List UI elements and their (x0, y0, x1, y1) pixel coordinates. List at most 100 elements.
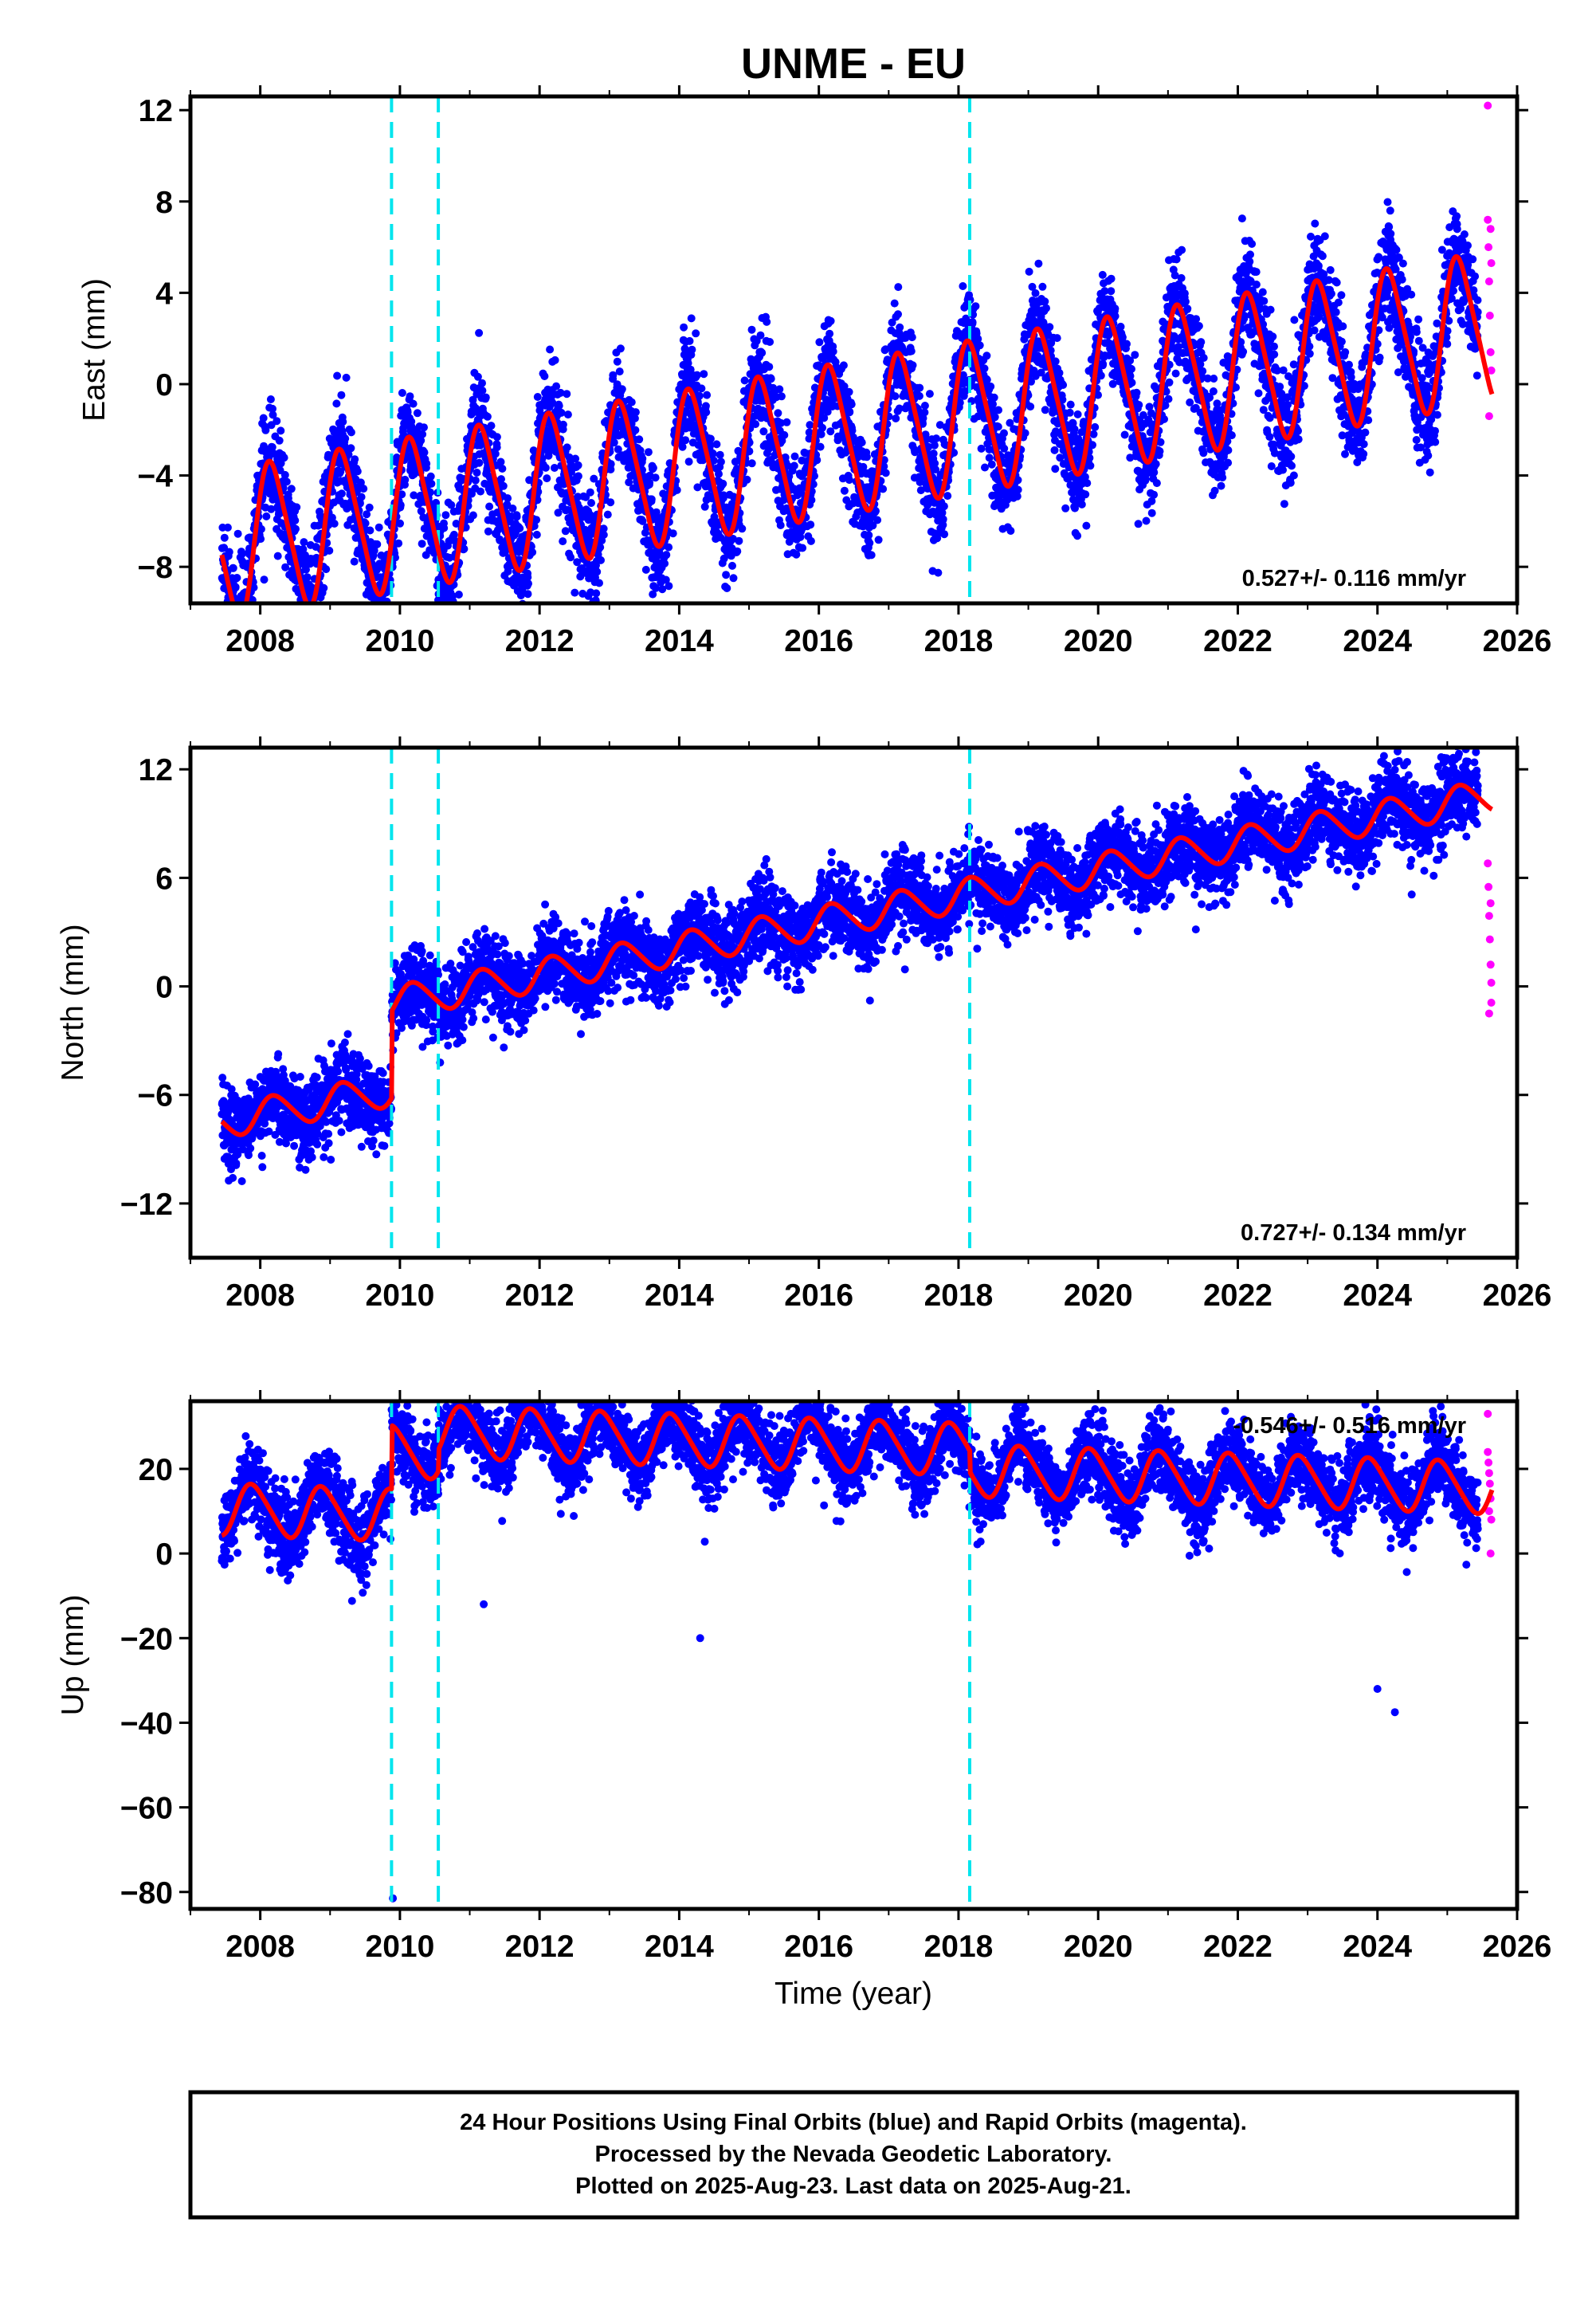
data-point (645, 478, 654, 487)
data-point (357, 493, 366, 501)
data-point (541, 463, 550, 472)
data-point (929, 450, 938, 457)
data-point (543, 474, 551, 483)
data-point (339, 418, 347, 426)
data-point (554, 509, 563, 517)
data-point (894, 310, 902, 319)
data-point (712, 440, 721, 449)
data-point (508, 505, 517, 512)
data-point (418, 540, 426, 548)
data-point (752, 336, 761, 345)
data-point (304, 650, 312, 658)
data-point (228, 614, 236, 622)
data-point (236, 679, 244, 687)
data-point (940, 530, 949, 539)
data-point (449, 616, 457, 624)
data-point (312, 607, 320, 615)
data-point (1123, 340, 1131, 348)
data-point (825, 329, 834, 338)
data-point (452, 520, 461, 528)
data-point (309, 617, 317, 625)
data-point (233, 615, 241, 623)
data-point (241, 605, 249, 613)
data-point (351, 455, 359, 464)
data-point (394, 539, 403, 548)
data-point (574, 493, 582, 501)
data-point (1156, 438, 1165, 446)
data-point (971, 302, 980, 311)
data-point (1177, 273, 1186, 282)
data-point (1111, 304, 1120, 313)
data-point (236, 658, 244, 666)
data-point (314, 625, 322, 633)
data-point (716, 450, 724, 459)
data-point (1127, 365, 1135, 373)
data-point (581, 525, 590, 534)
data-point (782, 418, 791, 426)
data-point (1147, 509, 1156, 517)
data-point (597, 556, 605, 564)
data-point (582, 621, 590, 629)
data-point (606, 498, 615, 507)
data-point (280, 454, 288, 462)
data-point (1073, 410, 1082, 418)
data-point (268, 443, 276, 451)
data-point (241, 605, 249, 613)
data-point (735, 536, 743, 545)
data-point (301, 615, 309, 622)
data-point (342, 373, 351, 382)
data-point (497, 475, 505, 484)
data-point (446, 604, 454, 612)
data-point (417, 507, 425, 516)
data-point (943, 492, 952, 501)
data-point (287, 485, 296, 493)
data-point (233, 529, 242, 538)
data-point (398, 389, 406, 397)
data-point (644, 607, 652, 615)
data-point (1053, 334, 1061, 343)
data-point (1224, 446, 1233, 454)
data-point (673, 485, 681, 494)
data-point (257, 524, 265, 533)
data-point (692, 371, 701, 379)
data-point (649, 464, 657, 472)
data-point (697, 384, 706, 393)
data-point (546, 345, 555, 354)
data-point (845, 407, 854, 416)
data-point (311, 607, 319, 615)
data-point (907, 347, 916, 355)
data-point (614, 445, 622, 454)
data-point (563, 443, 571, 452)
data-point (304, 611, 312, 619)
data-point (262, 512, 271, 520)
data-point (842, 496, 851, 505)
data-point (798, 544, 807, 552)
data-point (1041, 406, 1049, 414)
data-point (790, 452, 799, 461)
data-point (1000, 429, 1008, 438)
data-point (492, 433, 501, 442)
data-point (651, 473, 660, 482)
data-point (986, 382, 995, 391)
data-point (934, 568, 943, 577)
data-point (299, 545, 308, 553)
data-point (1172, 255, 1181, 264)
data-point (1186, 398, 1194, 406)
data-point (920, 402, 929, 410)
data-point (353, 467, 362, 476)
data-point (1107, 274, 1116, 283)
data-point (807, 496, 816, 505)
data-point (296, 612, 304, 620)
data-point (519, 612, 527, 620)
data-point (745, 447, 754, 456)
data-point (261, 426, 270, 434)
data-point (896, 323, 904, 332)
data-point (496, 457, 505, 466)
data-point (915, 391, 923, 400)
data-point (370, 546, 378, 555)
data-point (1194, 322, 1203, 330)
data-point (478, 379, 486, 387)
data-point (347, 428, 355, 437)
data-point (398, 490, 406, 499)
data-point (606, 460, 615, 469)
